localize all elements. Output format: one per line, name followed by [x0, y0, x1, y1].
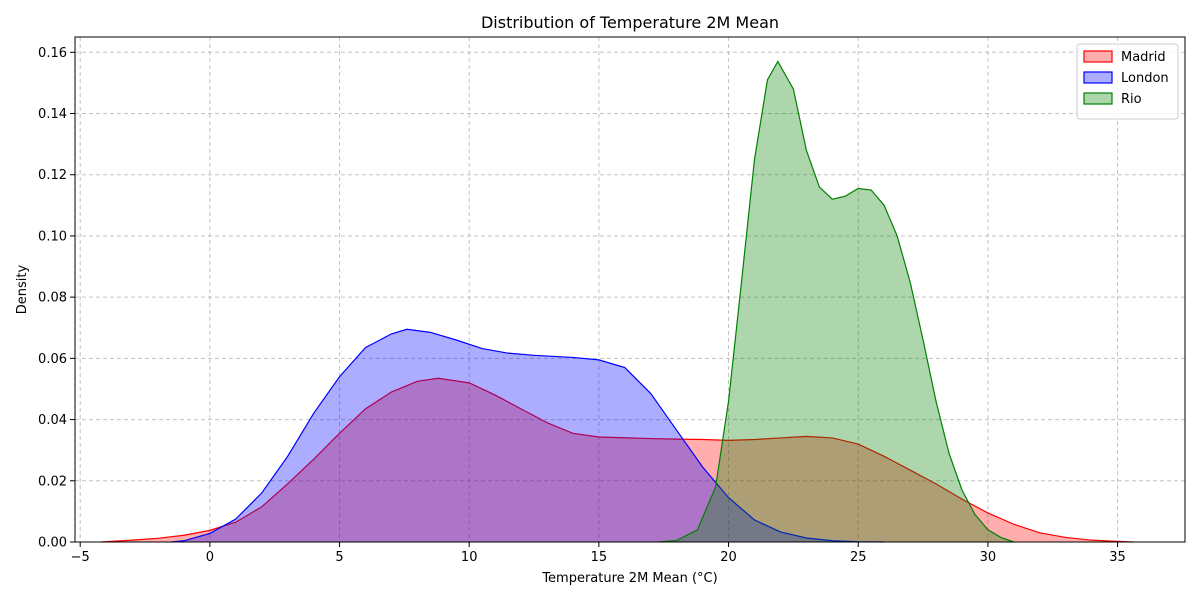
series-line-london: [170, 328, 885, 543]
series-line-rio: [658, 60, 1015, 543]
y-tick-label: 0.14: [38, 107, 67, 122]
y-tick-label: 0.12: [38, 168, 67, 183]
chart-title: Distribution of Temperature 2M Mean: [481, 13, 779, 32]
x-tick-label: 5: [335, 550, 343, 565]
legend-label: Madrid: [1121, 50, 1166, 65]
x-tick-label: 0: [206, 550, 214, 565]
legend: Madrid London Rio: [1076, 43, 1179, 120]
y-tick-label: 0.06: [38, 352, 67, 367]
x-axis-label: Temperature 2M Mean (°C): [541, 571, 717, 586]
x-tick-label: 35: [1109, 550, 1126, 565]
y-tick-label: 0.08: [38, 291, 67, 306]
legend-swatch: [1083, 50, 1113, 63]
y-tick-label: 0.00: [38, 536, 67, 551]
plot-frame: [74, 36, 1186, 543]
axis-ticks: −5 0 5 10 15 20 25 30 35 0.00 0.02 0.04 0.06 0.08 0.10…: [38, 46, 1126, 565]
legend-box: [1076, 43, 1179, 120]
x-tick-label: 25: [850, 550, 867, 565]
x-tick-label: 10: [461, 550, 478, 565]
y-tick-label: 0.16: [38, 46, 67, 61]
legend-swatch: [1083, 71, 1113, 84]
x-tick-label: 20: [720, 550, 737, 565]
y-axis-label: Density: [15, 264, 30, 314]
x-tick-label: 15: [591, 550, 608, 565]
x-tick-label: −5: [71, 550, 90, 565]
series-area-london: [170, 329, 885, 542]
series-line-madrid: [100, 377, 1134, 543]
legend-label: London: [1121, 71, 1169, 86]
y-tick-label: 0.02: [38, 474, 67, 489]
series-areas: [100, 60, 1134, 543]
y-tick-label: 0.04: [38, 413, 67, 428]
legend-label: Rio: [1121, 92, 1142, 107]
x-tick-label: 30: [980, 550, 997, 565]
y-tick-label: 0.10: [38, 229, 67, 244]
legend-swatch: [1083, 92, 1113, 105]
series-area-rio: [658, 61, 1014, 542]
series-area-madrid: [100, 378, 1134, 542]
